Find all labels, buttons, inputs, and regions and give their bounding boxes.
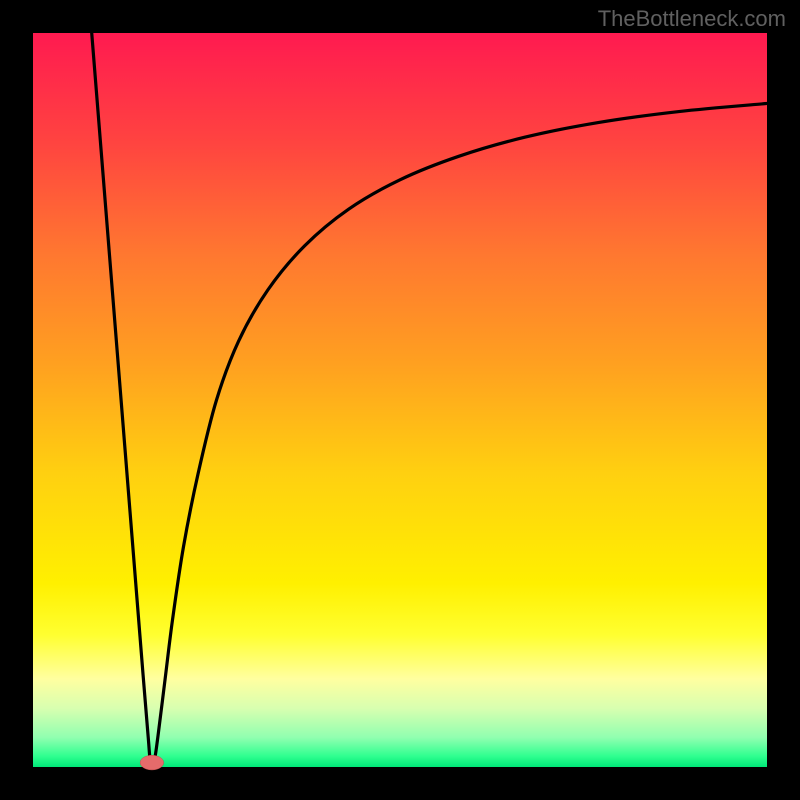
watermark-text: TheBottleneck.com (598, 6, 786, 32)
bottleneck-chart (0, 0, 800, 800)
optimum-marker (140, 755, 163, 770)
